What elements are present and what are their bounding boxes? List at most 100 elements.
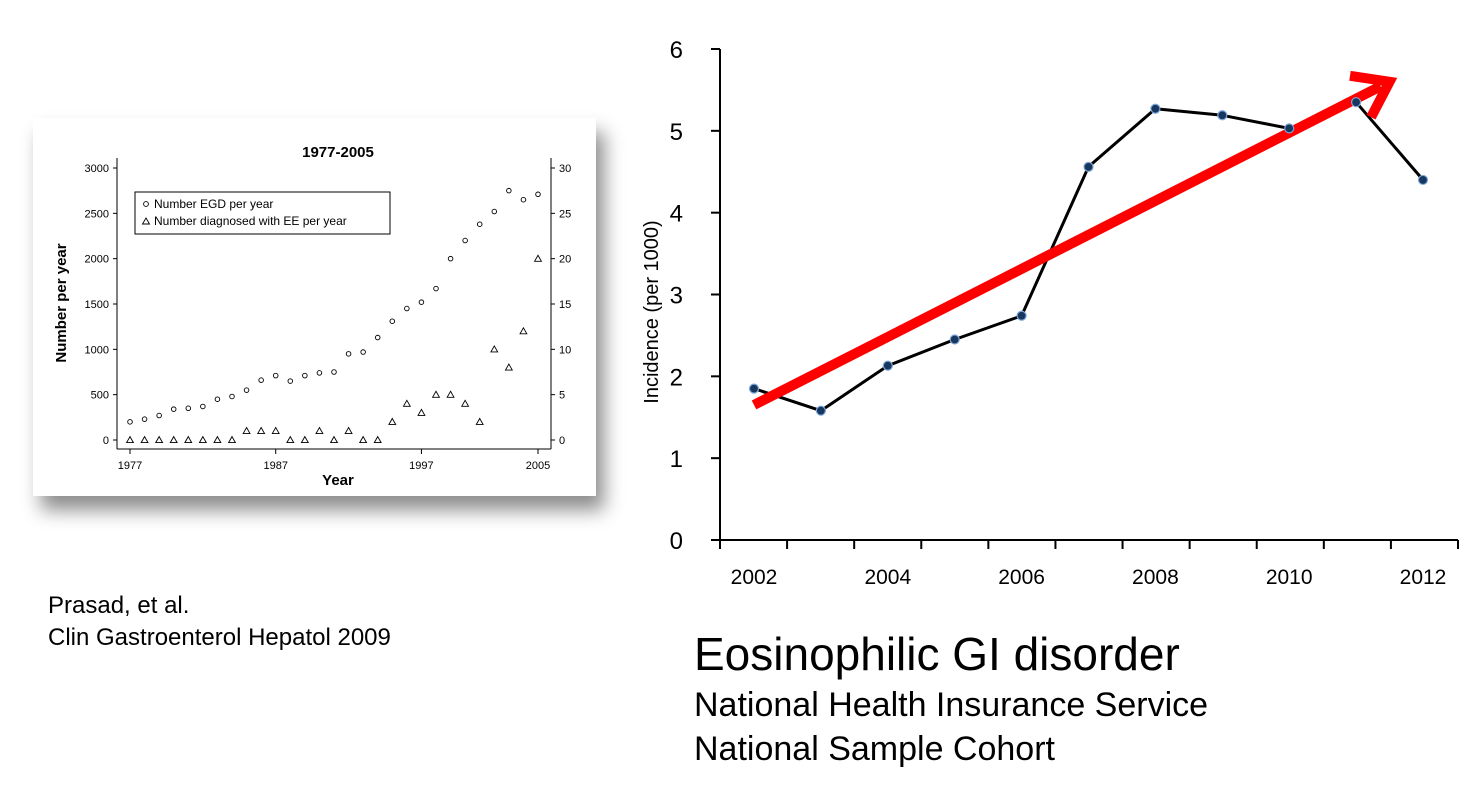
egd-point [418,299,425,305]
y-tick-label: 5 [670,119,683,146]
egd-point [156,412,162,419]
egd-point [447,255,454,262]
ee-point [504,363,514,371]
x-tick-label: 2004 [864,566,911,589]
egd-point [200,403,206,410]
y-tick-label-right: 5 [559,390,565,402]
ee-point [475,417,484,425]
y-tick-label-left: 1500 [85,299,109,311]
egd-point [229,393,235,400]
caption-line2: National Sample Cohort [694,730,1055,768]
ee-point [402,399,412,407]
ee-point [373,435,382,444]
egd-point [243,387,250,393]
y-tick-label-left: 3000 [85,163,109,175]
caption-title: Eosinophilic GI disorder [694,628,1180,680]
y-tick-label: 3 [670,283,683,310]
y-tick-label: 6 [670,37,683,64]
legend-triangle-icon [141,217,151,225]
x-tick-label: 1987 [263,460,287,472]
egd-point [520,196,527,203]
incidence-point [1217,110,1228,121]
incidence-point [1150,103,1161,114]
egd-point [404,305,410,312]
left-chart-panel: 0 500 1000 1500 2000 2500 3000 0 5 10 15 20 25 30 1977… [33,118,596,496]
incidence-point [1016,310,1027,321]
y-tick-label-right: 20 [559,254,571,266]
legend-label-egd: Number EGD per year [154,197,273,211]
incidence-point [1284,123,1295,134]
y-tick-label: 2 [670,364,683,391]
incidence-point [949,334,960,345]
chart-title: 1977-2005 [302,144,374,161]
ee-point [286,435,295,444]
ee-point [388,417,397,425]
y-tick-label-left: 2000 [85,254,109,266]
egd-point [535,191,541,198]
egd-ee-chart: 0 500 1000 1500 2000 2500 3000 0 5 10 15 20 25 30 1977… [53,144,571,489]
x-tick-label: 2010 [1266,566,1313,589]
egd-point [345,351,352,357]
y-axis-label: Incidence (per 1000) [641,220,663,403]
ee-point [242,426,251,434]
ee-point [315,426,324,434]
egd-point [316,370,323,376]
ee-point [300,435,310,444]
y-tick-label: 0 [670,528,683,555]
y-axis-label: Number per year [53,243,70,362]
y-tick-label-right: 25 [559,208,571,220]
egd-point [185,405,192,412]
egd-point [491,208,498,215]
egd-point [331,369,337,375]
y-tick-label-right: 10 [559,344,571,356]
ee-point [198,435,208,444]
y-tick-label-left: 0 [103,435,109,447]
egd-point [433,285,439,292]
x-tick-label: 1997 [409,460,433,472]
egd-point [272,372,279,379]
egd-point [506,187,512,194]
trend-arrow-line [751,81,1383,410]
ee-point [184,435,193,444]
egd-point [476,221,483,227]
ee-point [344,426,353,434]
x-tick-label: 2006 [998,566,1045,589]
incidence-point [882,360,893,371]
y-tick-label-right: 30 [559,163,571,175]
x-axis-label: Year [322,472,354,489]
egd-point [258,377,264,383]
egd-point [389,318,396,324]
legend-circle-icon [143,201,149,207]
ee-point [169,435,178,444]
legend-box [134,191,391,235]
egd-point [170,406,177,412]
ee-point [329,435,339,444]
incidence-line [753,100,1425,413]
x-tick-label: 2012 [1400,566,1447,589]
egd-point [302,372,308,379]
y-tick-label-left: 2500 [85,208,109,220]
ee-point [256,426,266,434]
ee-point [227,435,237,444]
y-tick-label-right: 15 [559,299,571,311]
ee-point [460,399,470,407]
y-tick-label: 4 [670,201,683,228]
y-tick-label-left: 1000 [85,344,109,356]
egd-point [287,378,294,384]
y-tick-label-left: 500 [91,390,109,402]
incidence-chart: 0 1 2 3 4 5 6 2002 2004 2006 2008 2010 2012 Incidence… [641,37,1459,589]
ee-point [125,435,135,444]
ee-point [140,435,149,444]
incidence-point [748,383,760,394]
trend-arrow-head [1349,70,1398,120]
incidence-point [815,405,827,416]
egd-point [141,416,148,422]
ee-point [519,326,528,335]
egd-point [374,334,381,341]
y-tick-label-right: 0 [559,435,565,447]
ee-point [431,390,441,398]
incidence-point [1350,97,1362,108]
ee-point [446,390,455,398]
egd-point [127,419,133,425]
ee-point [533,254,543,262]
